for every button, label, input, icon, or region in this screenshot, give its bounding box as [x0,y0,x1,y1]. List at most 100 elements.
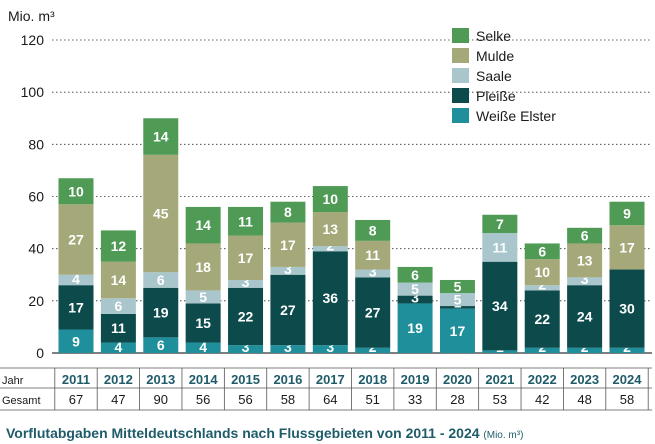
bar-segment [143,272,179,288]
legend: Selke Mulde Saale Pleiße Weiße Elster [452,28,556,124]
x-tick-label: 2012 [104,372,133,387]
data-label: 6 [411,267,419,283]
data-label: 12 [111,238,127,254]
x-tick-label: 2016 [273,372,302,387]
y-tick-label: 0 [36,345,44,361]
bar-segment [270,274,306,346]
data-label: 10 [68,183,84,199]
bar-segment [143,118,179,155]
data-label: 5 [454,278,462,294]
bar-segment [100,313,136,343]
bar-segment [228,235,264,280]
bar-segment [482,233,518,262]
total-value: 48 [577,392,591,407]
bar-segment [609,225,645,270]
bar-segment [482,214,518,234]
bar-segment [355,269,391,278]
data-label: 5 [199,289,207,305]
bar-segment [312,246,348,252]
data-label: 19 [407,320,423,336]
data-label: 14 [111,272,127,288]
data-label: 3 [242,339,250,355]
bar-segment [270,222,306,267]
data-label: 3 [242,274,250,290]
data-label: 6 [538,243,546,259]
x-tick-label: 2011 [62,372,90,387]
data-label: 4 [72,271,80,287]
x-tick-label: 2020 [443,372,472,387]
bar-segment [143,154,179,273]
bar-segment [228,287,264,346]
data-label: 4 [114,339,122,355]
data-label: 36 [323,290,339,306]
data-label: 10 [534,264,550,280]
total-value: 64 [323,392,337,407]
bar-segment [524,347,560,353]
bar-segment [567,285,603,348]
legend-label: Saale [476,68,512,84]
total-value: 51 [365,392,379,407]
x-tick-label: 2018 [358,372,387,387]
data-label: 3 [581,271,589,287]
data-label: 3 [411,289,419,305]
x-tick-label: 2024 [613,372,643,387]
bar-segment [439,306,475,309]
x-tick-label: 2015 [231,372,260,387]
data-label: 27 [280,302,296,318]
bar-segment [355,240,391,270]
bar-segment [100,230,136,262]
y-tick-label: 80 [28,136,44,152]
bar-segment [397,295,433,304]
y-tick-label: 20 [28,293,44,309]
data-label: 13 [577,252,593,268]
bar-segment [609,201,645,226]
total-value: 47 [111,392,125,407]
x-tick-label: 2021 [485,372,514,387]
total-value: 28 [450,392,464,407]
data-label: 14 [195,217,211,233]
bar-segment [567,243,603,278]
y-tick-label: 40 [28,241,44,257]
data-label: 5 [411,281,419,297]
legend-label: Mulde [476,48,514,64]
chart-title-text: Vorflutabgaben Mitteldeutschlands nach F… [6,425,480,441]
data-label: 17 [450,323,466,339]
data-label: 6 [157,337,165,353]
data-label: 6 [114,298,122,314]
bar-segment [439,293,475,307]
table-row-label-year: Jahr [2,375,24,387]
data-label: 4 [199,339,207,355]
data-label: 24 [577,308,593,324]
bar-segment [567,347,603,353]
bar-segment [58,178,94,205]
data-label: 3 [326,339,334,355]
bar-segment [58,285,94,330]
bar-segment [143,337,179,353]
bar-segment [567,227,603,244]
legend-swatch [452,48,469,63]
data-label: 17 [280,237,296,253]
data-label: 7 [496,216,504,232]
x-tick-label: 2022 [528,372,557,387]
bar-segment [270,345,306,353]
bar-segment [58,204,94,275]
data-label: 9 [623,205,631,221]
total-value: 33 [408,392,422,407]
legend-swatch [452,88,469,103]
data-label: 9 [72,333,80,349]
data-label: 19 [153,305,169,321]
data-label: 14 [153,129,169,145]
y-tick-label: 60 [28,189,44,205]
data-label: 3 [284,339,292,355]
data-label: 10 [323,191,339,207]
bar-segment [482,261,518,351]
bar-segment [439,279,475,294]
bar-segment [524,285,560,291]
legend-swatch [452,28,469,43]
y-axis: Mio. m³ 0 20 40 60 80 100 120 [8,8,55,361]
legend-swatch [452,108,469,123]
x-tick-label: 2017 [316,372,345,387]
bar-segment [185,303,221,343]
bar-segment [312,345,348,353]
